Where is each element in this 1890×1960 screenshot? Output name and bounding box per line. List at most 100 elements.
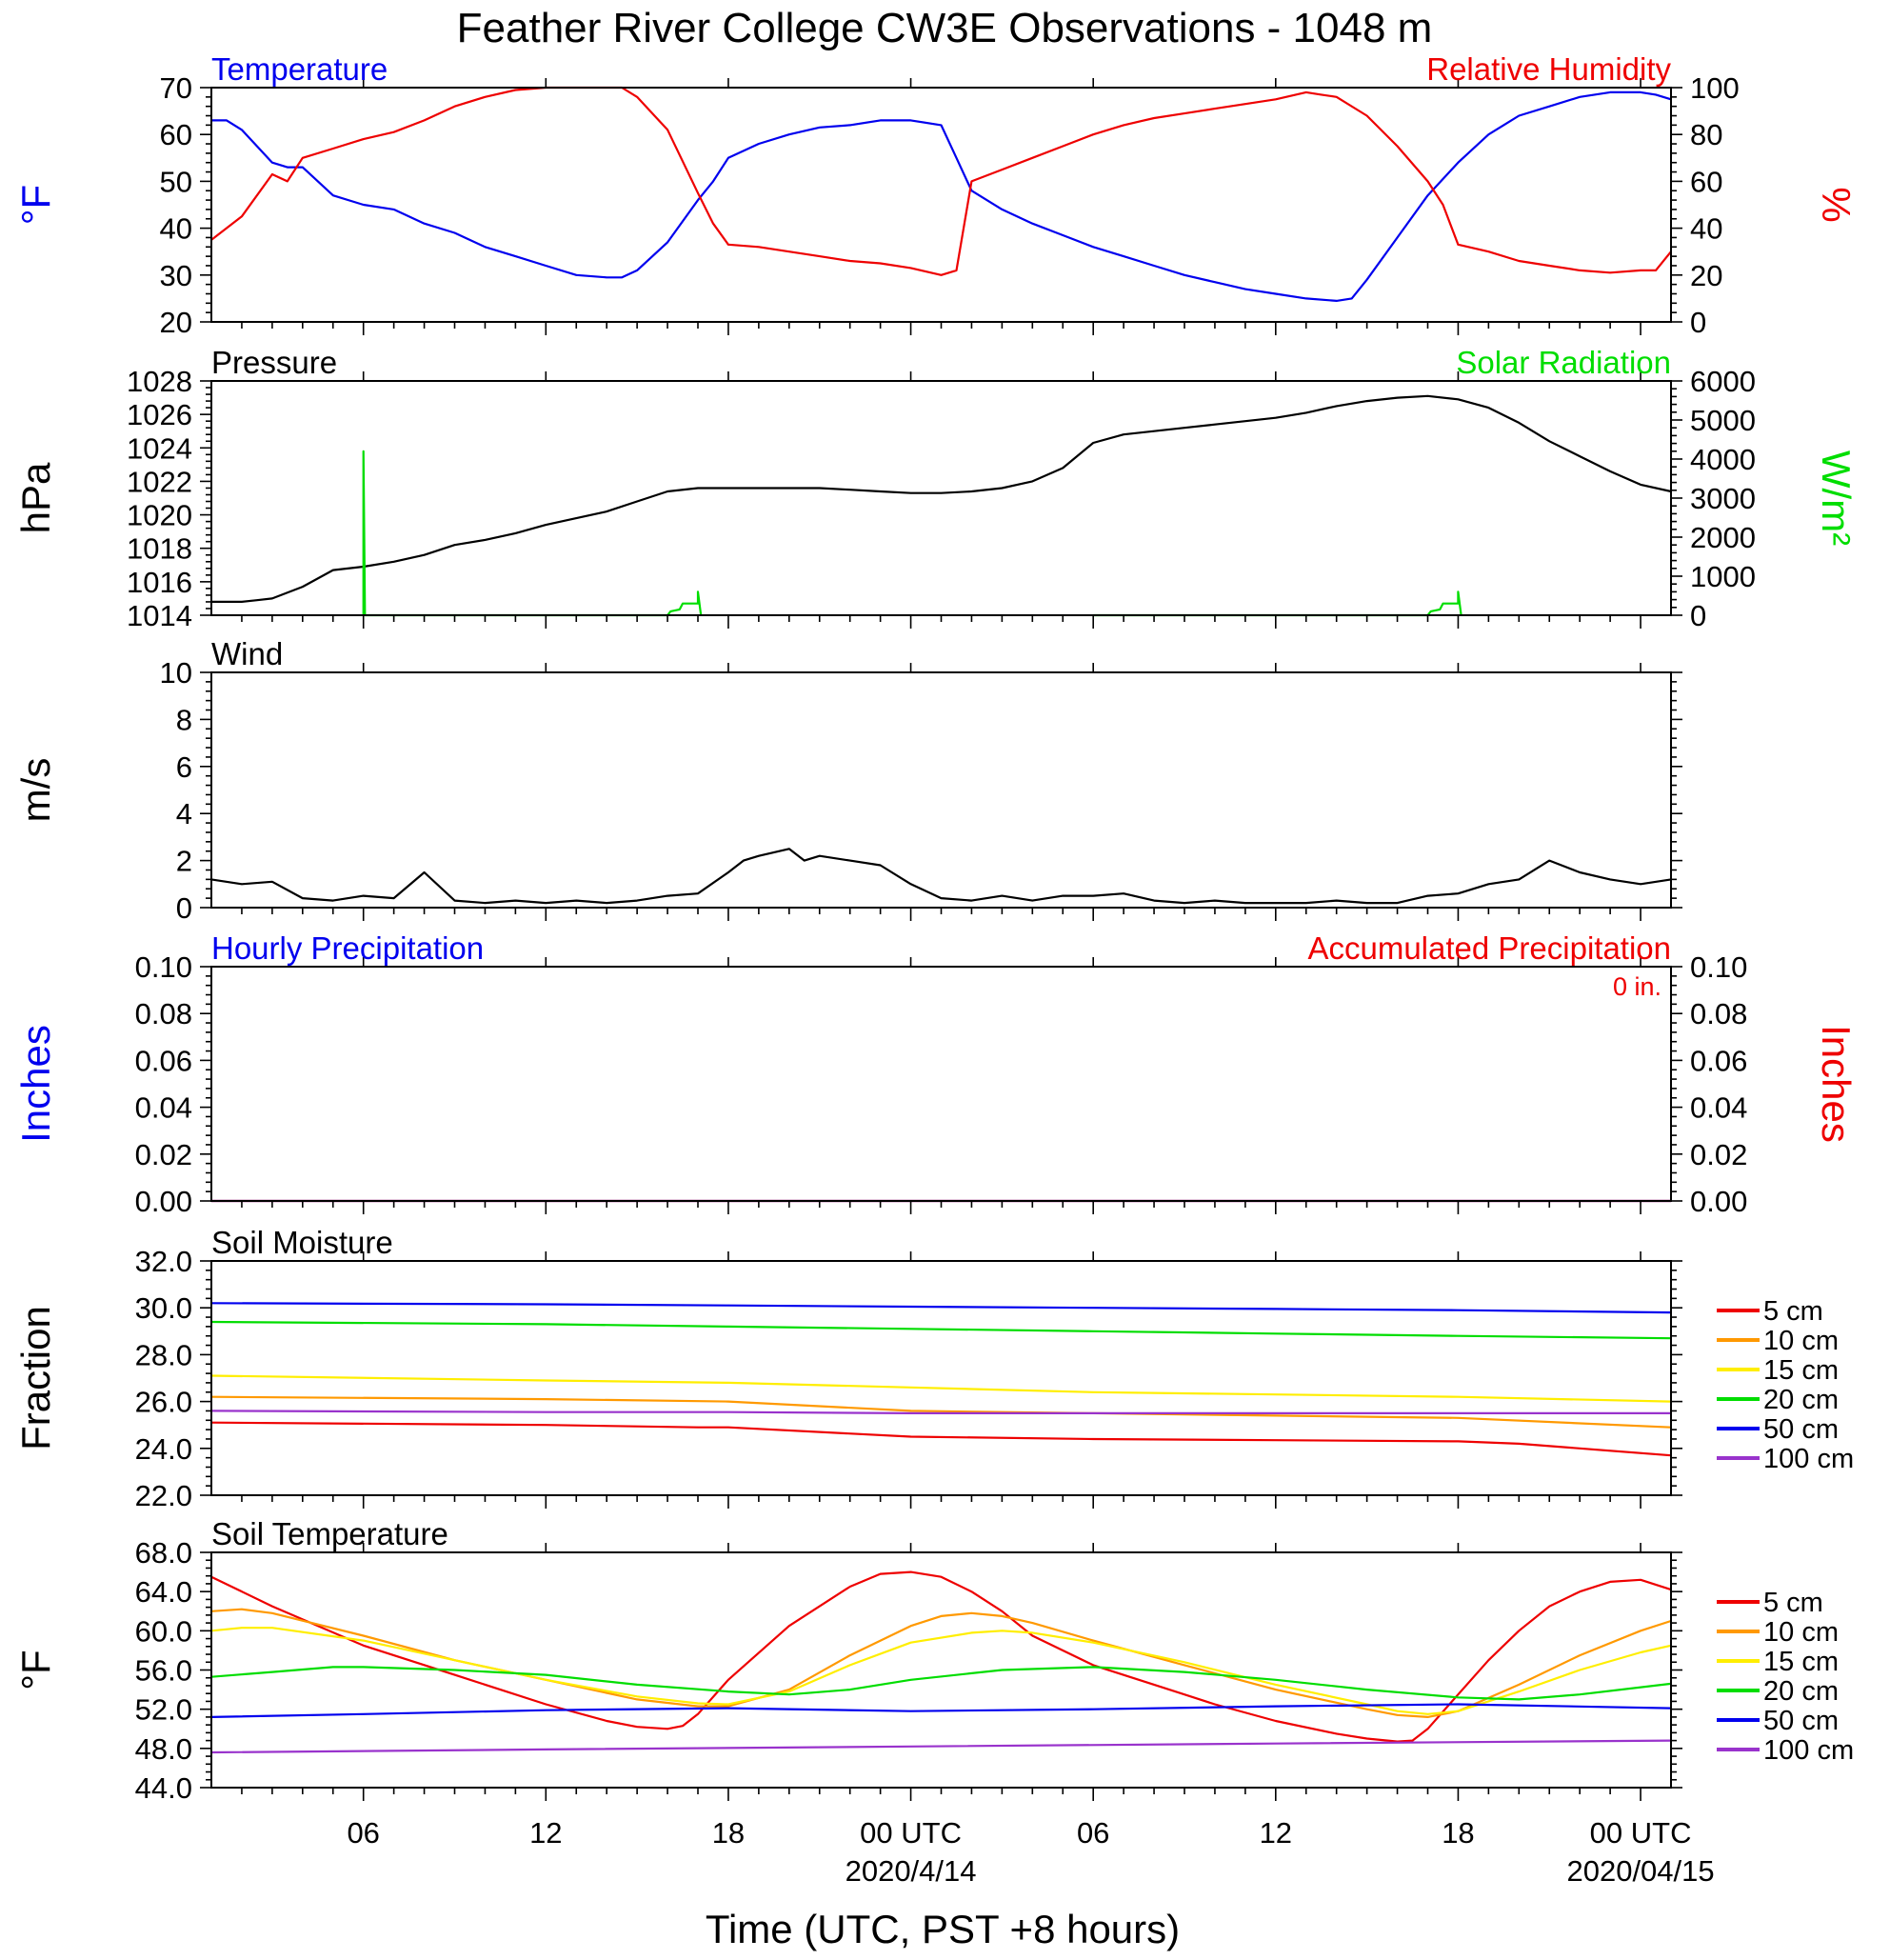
legend-label: 10 cm bbox=[1763, 1326, 1839, 1356]
series-line-50-cm bbox=[210, 1703, 1672, 1718]
y-right-tick-label: 4000 bbox=[1690, 443, 1756, 476]
series-line-1 bbox=[210, 848, 1672, 905]
y-tick-label: 0 bbox=[176, 891, 192, 925]
y-right-tick-label: 5000 bbox=[1690, 404, 1756, 437]
y-right-tick-label: 0.06 bbox=[1690, 1044, 1747, 1077]
series-line-2 bbox=[362, 450, 703, 617]
plot-frame bbox=[210, 380, 1672, 616]
x-date-label: 2020/04/15 bbox=[1566, 1854, 1714, 1888]
panel-6: 44.0 48.0 52.0 56.0 60.0 64.0 68.0 Soil Tempera… bbox=[13, 1516, 1854, 1805]
y-tick-label: 1026 bbox=[127, 398, 192, 431]
x-tick-label: 00 UTC bbox=[1590, 1816, 1692, 1850]
panel-title-right: Accumulated Precipitation bbox=[1307, 930, 1671, 966]
panel-4: 0.00 0.02 0.04 0.06 0.08 0.10 0.00 0.02 0.04 0.06… bbox=[13, 930, 1859, 1218]
y-tick-label: 60.0 bbox=[135, 1614, 192, 1648]
y-tick-label: 4 bbox=[176, 797, 192, 830]
y-tick-label: 0.00 bbox=[135, 1185, 192, 1218]
series-line-100-cm bbox=[210, 1410, 1671, 1415]
y-right-tick-label: 0 bbox=[1690, 599, 1706, 632]
y-right-tick-label: 1000 bbox=[1690, 560, 1756, 593]
series-line-15-cm bbox=[210, 1627, 1672, 1715]
y-tick-label: 0.10 bbox=[135, 950, 192, 984]
plot-frame bbox=[210, 87, 1672, 323]
x-tick-label: 12 bbox=[529, 1816, 562, 1850]
y-tick-label: 8 bbox=[176, 703, 192, 736]
legend-label: 20 cm bbox=[1763, 1676, 1839, 1707]
y-axis-label: °F bbox=[13, 1650, 58, 1690]
y-tick-label: 56.0 bbox=[135, 1654, 192, 1688]
legend-label: 50 cm bbox=[1763, 1706, 1839, 1736]
y-right-tick-label: 40 bbox=[1690, 212, 1722, 246]
x-tick-label: 18 bbox=[1442, 1816, 1474, 1850]
series-line-5-cm bbox=[210, 1570, 1672, 1743]
panel-3: 0 2 4 6 8 10 Wind m/s bbox=[13, 636, 1682, 925]
legend-label: 15 cm bbox=[1763, 1647, 1839, 1677]
y-tick-label: 52.0 bbox=[135, 1693, 192, 1727]
y-right-tick-label: 6000 bbox=[1690, 365, 1756, 398]
panel-5: 22.0 24.0 26.0 28.0 30.0 32.0 Soil Moisture Fra… bbox=[13, 1225, 1854, 1512]
y-tick-label: 22.0 bbox=[135, 1479, 192, 1512]
y-tick-label: 1028 bbox=[127, 365, 192, 398]
panel-title-right: Relative Humidity bbox=[1426, 51, 1671, 87]
y-right-axis-label: W/m² bbox=[1814, 450, 1859, 546]
series-line-1 bbox=[211, 394, 1672, 604]
legend-label: 15 cm bbox=[1763, 1355, 1839, 1386]
y-tick-label: 1018 bbox=[127, 532, 192, 566]
series-line-20-cm bbox=[210, 1666, 1672, 1701]
y-tick-label: 68.0 bbox=[135, 1536, 192, 1570]
legend-label: 5 cm bbox=[1763, 1296, 1823, 1327]
y-axis-label: Fraction bbox=[13, 1306, 58, 1450]
panel-title-left: Hourly Precipitation bbox=[211, 930, 484, 966]
y-axis-label: °F bbox=[13, 185, 58, 225]
y-tick-label: 0.08 bbox=[135, 997, 192, 1030]
y-tick-label: 1014 bbox=[127, 599, 192, 632]
y-tick-label: 24.0 bbox=[135, 1432, 192, 1466]
legend-label: 20 cm bbox=[1763, 1385, 1839, 1415]
x-tick-label: 06 bbox=[1077, 1816, 1109, 1850]
series-line-50-cm bbox=[210, 1302, 1672, 1314]
y-tick-label: 28.0 bbox=[135, 1338, 192, 1371]
y-right-tick-label: 100 bbox=[1690, 71, 1740, 105]
y-right-axis-label: Inches bbox=[1814, 1025, 1859, 1143]
y-right-tick-label: 0.00 bbox=[1690, 1185, 1747, 1218]
y-tick-label: 50 bbox=[160, 165, 192, 198]
panel-title-left: Temperature bbox=[211, 51, 388, 87]
y-right-axis-label: % bbox=[1814, 187, 1859, 222]
y-tick-label: 1024 bbox=[127, 431, 192, 465]
y-tick-label: 1020 bbox=[127, 499, 192, 532]
panel-title-left: Soil Moisture bbox=[211, 1225, 393, 1260]
y-tick-label: 40 bbox=[160, 212, 192, 246]
y-tick-label: 10 bbox=[160, 656, 192, 690]
y-tick-label: 0.06 bbox=[135, 1044, 192, 1077]
legend-label: 100 cm bbox=[1763, 1444, 1854, 1474]
x-tick-label: 00 UTC bbox=[860, 1816, 962, 1850]
y-right-tick-label: 3000 bbox=[1690, 482, 1756, 515]
y-tick-label: 0.04 bbox=[135, 1091, 192, 1125]
x-axis: 06 12 18 00 UTC 2020/4/14 06 12 18 00 UTC 2020/04… bbox=[347, 1816, 1714, 1888]
y-right-tick-label: 0.02 bbox=[1690, 1138, 1747, 1171]
y-tick-label: 64.0 bbox=[135, 1575, 192, 1609]
y-right-tick-label: 2000 bbox=[1690, 521, 1756, 554]
y-axis-label: hPa bbox=[13, 462, 58, 533]
y-right-tick-label: 0 bbox=[1690, 306, 1706, 339]
series-line-3 bbox=[1093, 590, 1462, 617]
y-tick-label: 1022 bbox=[127, 465, 192, 498]
series-line-100-cm bbox=[210, 1739, 1672, 1754]
panel-annotation: 0 in. bbox=[1613, 972, 1661, 1001]
legend-label: 100 cm bbox=[1763, 1735, 1854, 1766]
x-axis-label: Time (UTC, PST +8 hours) bbox=[706, 1907, 1180, 1951]
y-tick-label: 30 bbox=[160, 259, 192, 292]
y-tick-label: 26.0 bbox=[135, 1386, 192, 1419]
y-right-tick-label: 0.08 bbox=[1690, 997, 1747, 1030]
plot-frame bbox=[210, 671, 1672, 909]
y-tick-label: 30.0 bbox=[135, 1291, 192, 1325]
panel-title-left: Pressure bbox=[211, 345, 337, 380]
series-line-20-cm bbox=[210, 1320, 1672, 1340]
figure-title: Feather River College CW3E Observations … bbox=[457, 5, 1433, 51]
y-tick-label: 20 bbox=[160, 306, 192, 339]
x-date-label: 2020/4/14 bbox=[846, 1854, 977, 1888]
panel-title-left: Wind bbox=[211, 636, 283, 671]
series-line-1 bbox=[211, 90, 1672, 302]
